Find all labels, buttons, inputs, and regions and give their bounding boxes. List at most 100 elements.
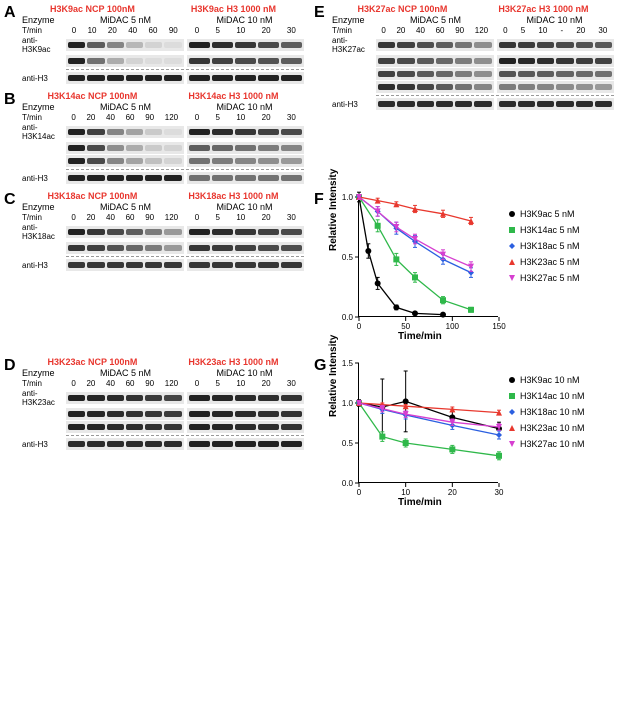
blot-ylabel: anti-H3K14ac: [22, 123, 66, 141]
blot-left: [66, 39, 184, 51]
band: [189, 42, 210, 48]
time-val: 0: [71, 113, 75, 122]
blot-right: [497, 81, 615, 93]
band: [68, 424, 85, 430]
band: [258, 424, 279, 430]
band: [258, 75, 279, 81]
blot-right: [187, 142, 305, 154]
panel-A: AH3K9ac NCP 100nMH3K9ac H3 1000 nMEnzyme…: [4, 4, 304, 85]
conc-left: MiDAC 5 nM: [66, 368, 185, 378]
title-left: H3K23ac NCP 100nM: [48, 357, 138, 367]
time-val: 10: [236, 213, 245, 222]
time-val: 20: [86, 213, 95, 222]
blot-row: anti-H3K9ac: [22, 36, 304, 54]
legend-item: H3K23ac 5 nM: [508, 255, 580, 269]
time-val: 20: [86, 379, 95, 388]
blot-right: [187, 155, 305, 167]
band: [164, 58, 181, 64]
band: [595, 101, 612, 107]
time-row: T/min 0102040609005102030: [22, 26, 304, 35]
band: [455, 84, 472, 90]
blot-right: [497, 68, 615, 80]
blot-ylabel: anti-H3K9ac: [22, 36, 66, 54]
band: [126, 395, 143, 401]
blot-right: [187, 408, 305, 420]
band: [126, 75, 143, 81]
band: [145, 395, 162, 401]
xlabel: Time/min: [398, 497, 442, 508]
band: [145, 411, 162, 417]
band: [436, 84, 453, 90]
time-val: 20: [262, 113, 271, 122]
blot-row: anti-H3K23ac: [22, 389, 304, 407]
enzyme-label: Enzyme: [22, 368, 66, 378]
time-row: T/min 02040609012005102030: [22, 113, 304, 122]
band: [107, 129, 124, 135]
legend-marker-icon: [508, 392, 516, 400]
legend: H3K9ac 10 nMH3K14ac 10 nMH3K18ac 10 nMH3…: [508, 373, 585, 453]
band: [556, 58, 573, 64]
band: [212, 424, 233, 430]
blot-row: [332, 68, 614, 80]
legend-label: H3K23ac 10 nM: [520, 421, 585, 435]
blot-row: anti-H3K27ac: [332, 36, 614, 54]
time-val: 30: [598, 26, 607, 35]
time-val: 60: [126, 113, 135, 122]
band: [107, 158, 124, 164]
band: [537, 84, 554, 90]
time-label: T/min: [22, 213, 66, 222]
band: [68, 229, 85, 235]
band: [417, 71, 434, 77]
band: [126, 145, 143, 151]
band: [258, 411, 279, 417]
legend-item: H3K18ac 5 nM: [508, 239, 580, 253]
time-label: T/min: [22, 26, 66, 35]
legend-marker-icon: [508, 408, 516, 416]
time-val: 20: [396, 26, 405, 35]
svg-text:30: 30: [495, 488, 504, 497]
band: [145, 58, 162, 64]
panel-F: F0501001500.00.51.0Relative IntensityTim…: [314, 191, 614, 351]
band: [189, 175, 210, 181]
chart-area: 0501001500.00.51.0: [358, 197, 498, 317]
conc-right: MiDAC 10 nM: [185, 102, 304, 112]
band: [68, 441, 85, 447]
time-val: 5: [216, 26, 220, 35]
band: [281, 411, 302, 417]
title-left: H3K27ac NCP 100nM: [358, 4, 448, 14]
blot-right: [497, 98, 615, 110]
blot-left: [376, 55, 494, 67]
blot-left: [376, 68, 494, 80]
panel-letter: F: [314, 191, 324, 209]
time-val: 5: [216, 113, 220, 122]
legend-item: H3K18ac 10 nM: [508, 405, 585, 419]
band: [189, 75, 210, 81]
band: [107, 424, 124, 430]
band: [397, 58, 414, 64]
band: [397, 71, 414, 77]
loading-label: anti-H3: [22, 174, 66, 183]
loading-label: anti-H3: [332, 100, 376, 109]
band: [87, 158, 104, 164]
legend-marker-icon: [508, 424, 516, 432]
time-val: 5: [521, 26, 525, 35]
band: [474, 84, 491, 90]
panel-letter: B: [4, 91, 16, 109]
band: [68, 262, 85, 268]
band: [68, 129, 85, 135]
legend-label: H3K18ac 10 nM: [520, 405, 585, 419]
band: [212, 175, 233, 181]
band: [258, 395, 279, 401]
band: [518, 84, 535, 90]
time-val: 90: [169, 26, 178, 35]
time-val: 30: [287, 113, 296, 122]
band: [145, 129, 162, 135]
band: [281, 229, 302, 235]
band: [145, 424, 162, 430]
band: [235, 129, 256, 135]
blot-row: [22, 142, 304, 154]
band: [235, 145, 256, 151]
band: [397, 84, 414, 90]
title-left: H3K9ac NCP 100nM: [50, 4, 135, 14]
title-right: H3K14ac H3 1000 nM: [188, 91, 278, 101]
